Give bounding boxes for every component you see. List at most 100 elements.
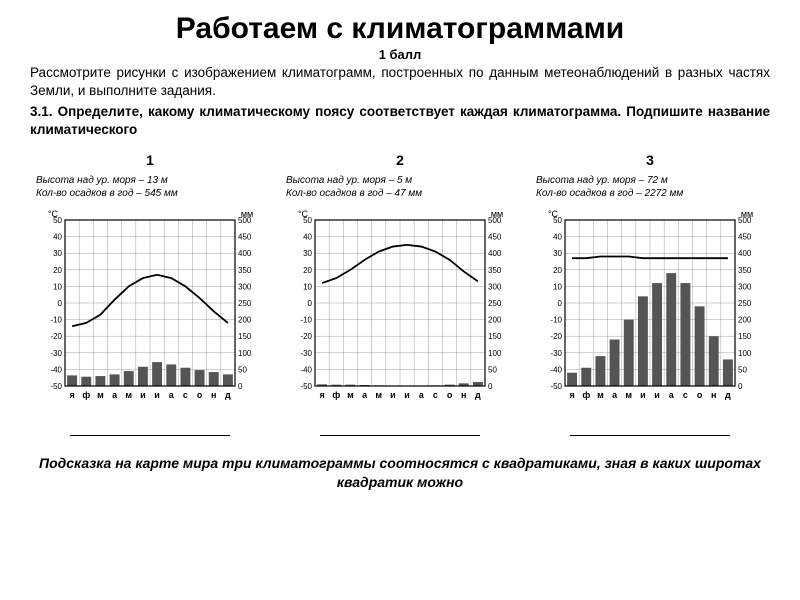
svg-text:20: 20	[553, 266, 562, 275]
svg-text:300: 300	[488, 283, 502, 292]
svg-text:°C: °C	[548, 209, 559, 219]
precip-total-label: Кол-во осадков в год – 47 мм	[286, 187, 520, 200]
svg-text:о: о	[197, 390, 203, 400]
svg-text:м: м	[597, 390, 604, 400]
svg-text:30: 30	[553, 250, 562, 259]
answer-blank[interactable]	[70, 424, 230, 436]
svg-text:-50: -50	[550, 382, 562, 391]
svg-text:о: о	[447, 390, 453, 400]
svg-text:400: 400	[488, 250, 502, 259]
svg-text:-10: -10	[550, 316, 562, 325]
svg-text:30: 30	[303, 250, 312, 259]
hint-text: Подсказка на карте мира три климатограмм…	[30, 454, 770, 490]
svg-text:и: и	[654, 390, 660, 400]
alt-label: Высота над ур. моря – 13 м	[36, 174, 270, 187]
svg-text:0: 0	[238, 382, 243, 391]
svg-text:-10: -10	[300, 316, 312, 325]
svg-text:д: д	[725, 390, 731, 400]
svg-text:-50: -50	[50, 382, 62, 391]
chart-number: 2	[396, 152, 404, 168]
charts-row: 1 Высота над ур. моря – 13 м Кол-во осад…	[30, 152, 770, 436]
svg-text:50: 50	[238, 366, 247, 375]
svg-text:0: 0	[58, 299, 63, 308]
svg-text:300: 300	[238, 283, 252, 292]
svg-text:150: 150	[738, 333, 752, 342]
svg-text:°C: °C	[298, 209, 309, 219]
svg-text:200: 200	[238, 316, 252, 325]
svg-text:н: н	[461, 390, 466, 400]
svg-text:н: н	[211, 390, 216, 400]
svg-text:-40: -40	[50, 366, 62, 375]
svg-text:100: 100	[738, 349, 752, 358]
svg-text:мм: мм	[241, 209, 253, 219]
chart-3: 3 Высота над ур. моря – 72 м Кол-во осад…	[530, 152, 770, 436]
svg-text:10: 10	[553, 283, 562, 292]
svg-text:20: 20	[53, 266, 62, 275]
svg-text:450: 450	[238, 233, 252, 242]
svg-text:о: о	[697, 390, 703, 400]
svg-text:д: д	[225, 390, 231, 400]
chart-number: 3	[646, 152, 654, 168]
svg-text:ф: ф	[82, 390, 90, 400]
chart-2: 2 Высота над ур. моря – 5 м Кол-во осадк…	[280, 152, 520, 436]
svg-text:я: я	[569, 390, 574, 400]
svg-text:-30: -30	[550, 349, 562, 358]
svg-text:150: 150	[488, 333, 502, 342]
chart-meta: Высота над ур. моря – 13 м Кол-во осадко…	[30, 174, 270, 200]
svg-text:-30: -30	[300, 349, 312, 358]
chart-number: 1	[146, 152, 154, 168]
svg-text:-20: -20	[300, 333, 312, 342]
svg-text:и: и	[154, 390, 160, 400]
svg-text:ф: ф	[332, 390, 340, 400]
svg-text:н: н	[711, 390, 716, 400]
svg-text:и: и	[140, 390, 146, 400]
chart-meta: Высота над ур. моря – 5 м Кол-во осадков…	[280, 174, 520, 200]
svg-text:-10: -10	[50, 316, 62, 325]
svg-text:40: 40	[303, 233, 312, 242]
svg-text:мм: мм	[491, 209, 503, 219]
svg-text:50: 50	[738, 366, 747, 375]
svg-text:450: 450	[488, 233, 502, 242]
svg-text:и: и	[404, 390, 410, 400]
svg-text:мм: мм	[741, 209, 753, 219]
answer-blank[interactable]	[320, 424, 480, 436]
climogram-svg: 50500404503040020350103000250-10200-2015…	[285, 206, 515, 416]
svg-text:350: 350	[238, 266, 252, 275]
svg-text:200: 200	[738, 316, 752, 325]
svg-text:400: 400	[238, 250, 252, 259]
chart-meta: Высота над ур. моря – 72 м Кол-во осадко…	[530, 174, 770, 200]
svg-text:а: а	[669, 390, 675, 400]
svg-text:а: а	[112, 390, 118, 400]
precip-total-label: Кол-во осадков в год – 2272 мм	[536, 187, 770, 200]
svg-text:-20: -20	[550, 333, 562, 342]
svg-text:0: 0	[308, 299, 313, 308]
page-title: Работаем с климатограммами	[30, 12, 770, 46]
svg-text:250: 250	[738, 299, 752, 308]
svg-text:250: 250	[488, 299, 502, 308]
svg-text:30: 30	[53, 250, 62, 259]
svg-text:и: и	[390, 390, 396, 400]
svg-text:10: 10	[303, 283, 312, 292]
svg-text:-40: -40	[550, 366, 562, 375]
svg-text:с: с	[683, 390, 688, 400]
svg-text:а: а	[612, 390, 618, 400]
svg-text:400: 400	[738, 250, 752, 259]
svg-text:150: 150	[238, 333, 252, 342]
score-label: 1 балл	[30, 48, 770, 62]
svg-text:0: 0	[738, 382, 743, 391]
svg-text:0: 0	[558, 299, 563, 308]
svg-text:м: м	[125, 390, 132, 400]
answer-blank[interactable]	[570, 424, 730, 436]
svg-text:100: 100	[238, 349, 252, 358]
svg-text:м: м	[347, 390, 354, 400]
alt-label: Высота над ур. моря – 72 м	[536, 174, 770, 187]
svg-text:450: 450	[738, 233, 752, 242]
svg-text:300: 300	[738, 283, 752, 292]
svg-text:50: 50	[488, 366, 497, 375]
svg-text:20: 20	[303, 266, 312, 275]
svg-text:250: 250	[238, 299, 252, 308]
svg-text:40: 40	[553, 233, 562, 242]
svg-text:д: д	[475, 390, 481, 400]
svg-text:а: а	[362, 390, 368, 400]
svg-text:м: м	[375, 390, 382, 400]
